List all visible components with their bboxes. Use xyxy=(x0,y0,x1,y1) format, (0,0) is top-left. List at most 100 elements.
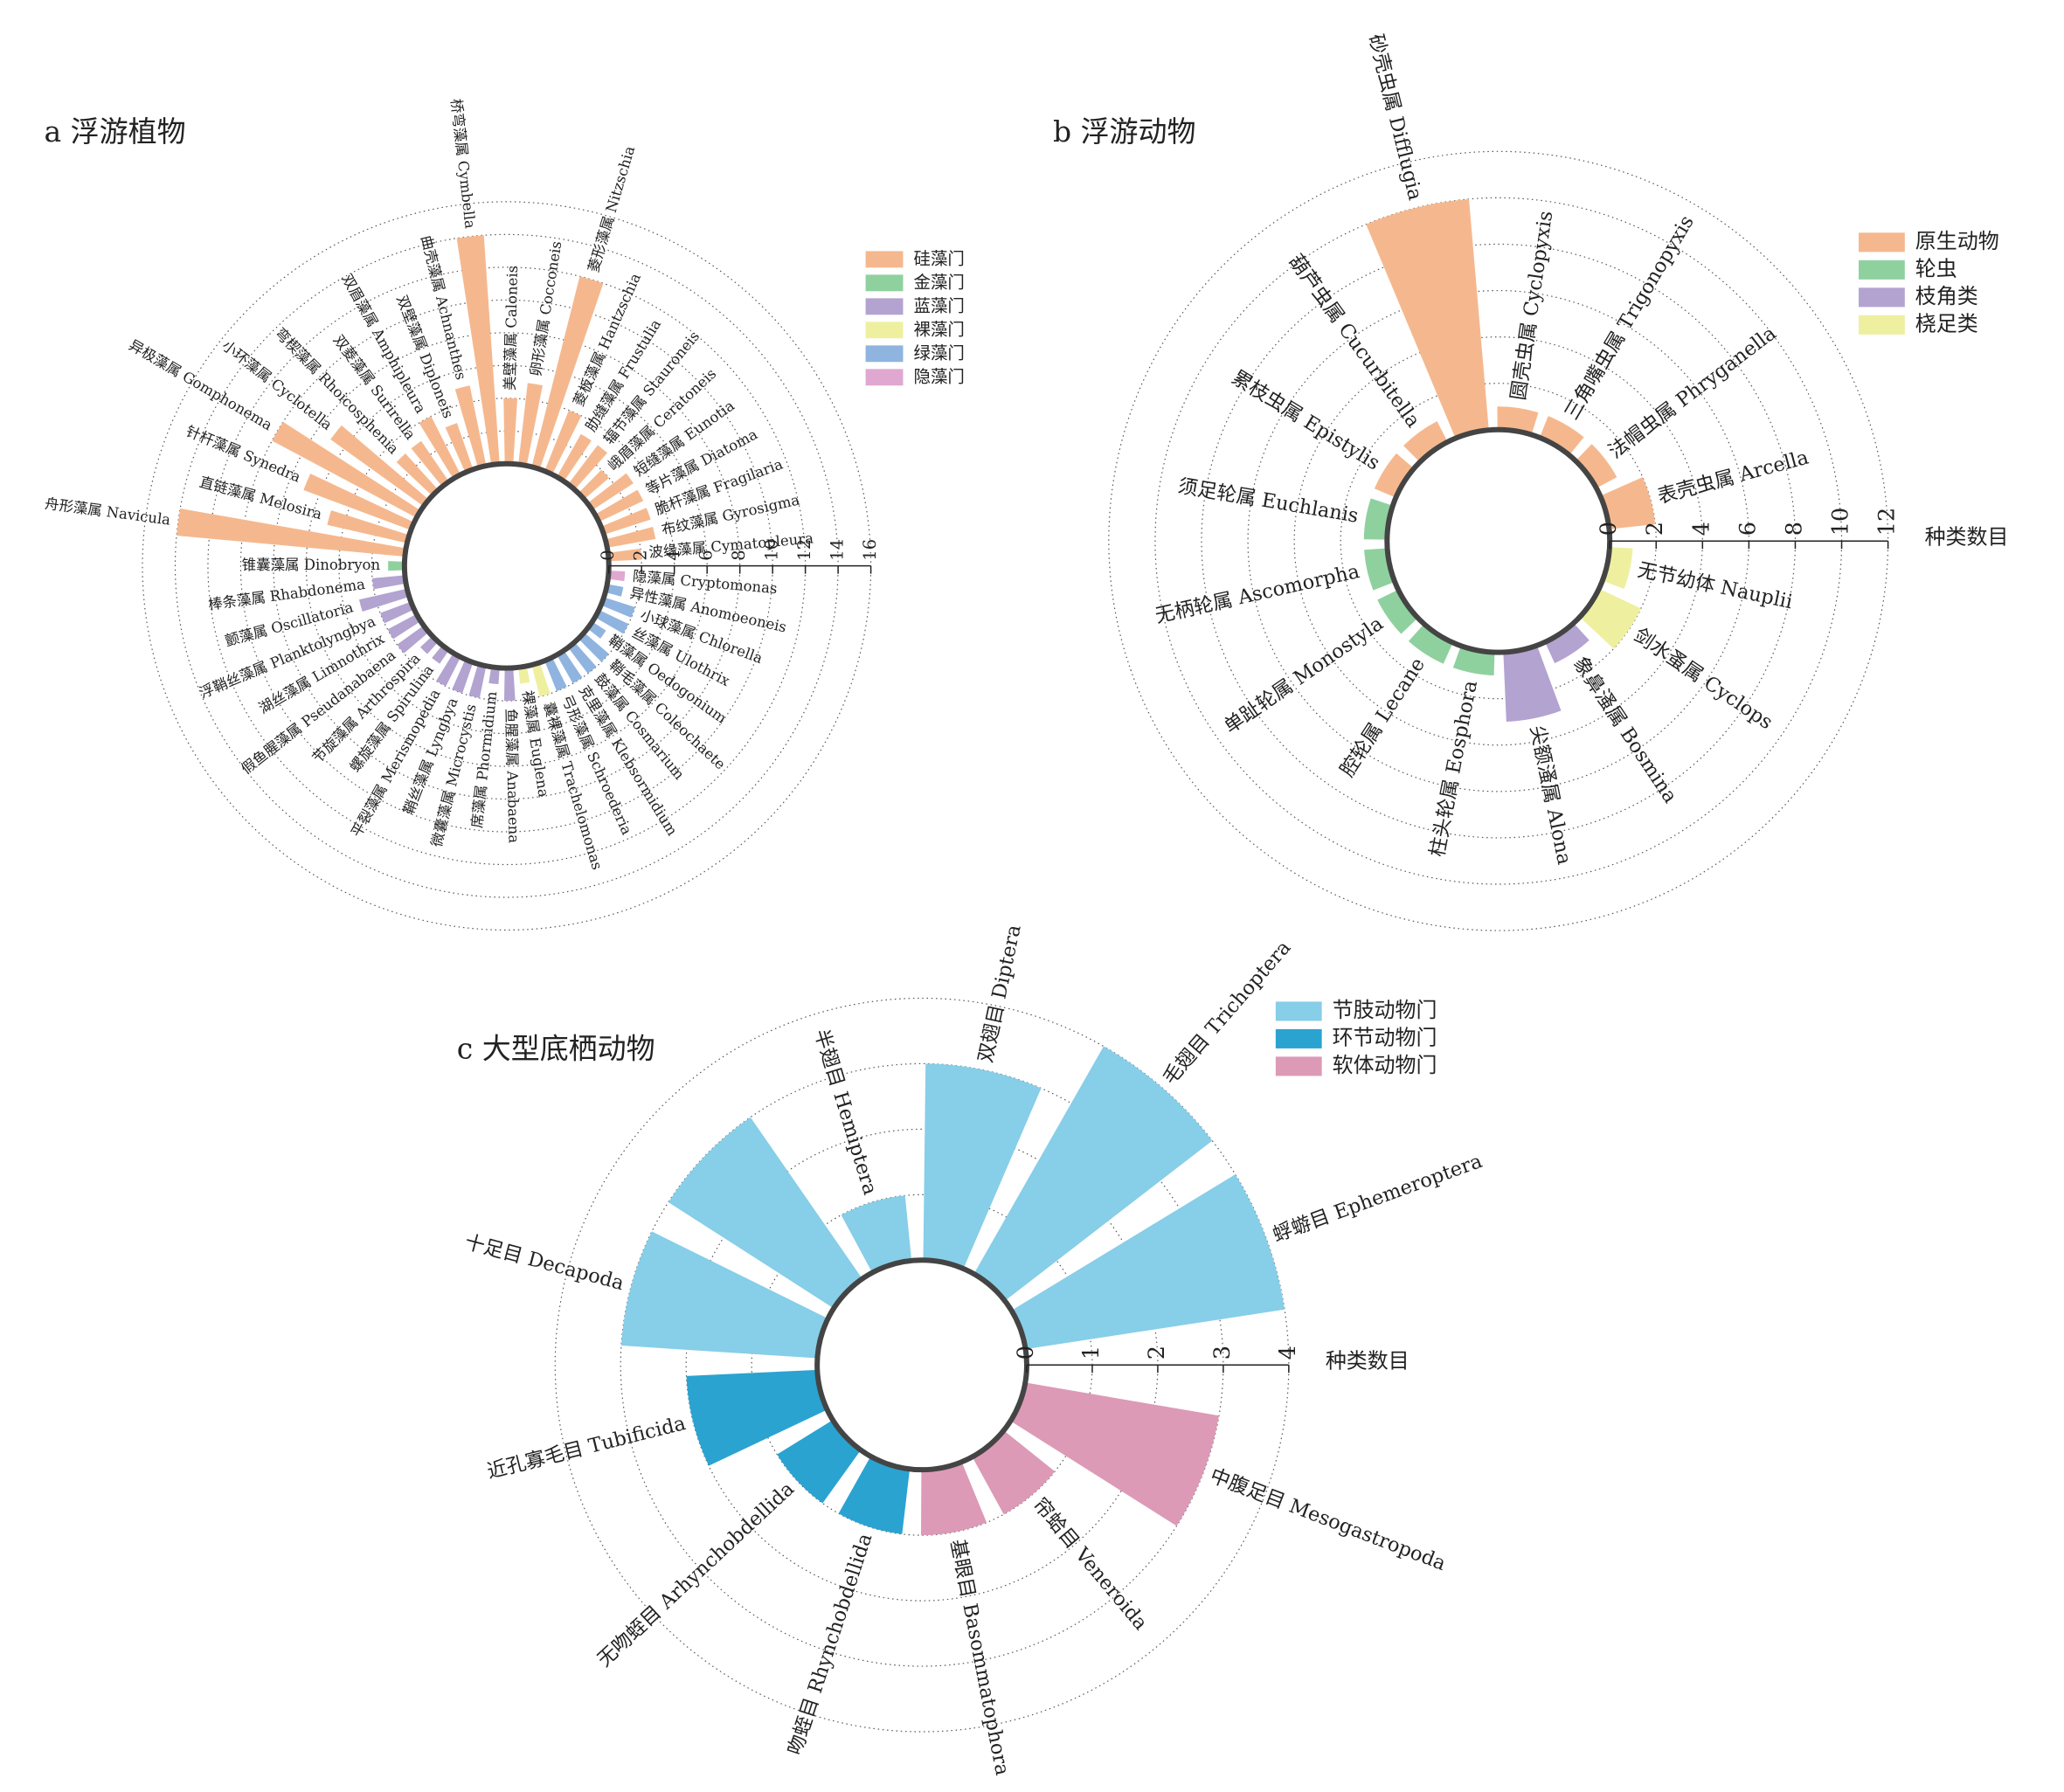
y-tick-label: 2 xyxy=(1642,522,1668,536)
bar xyxy=(587,473,634,510)
y-tick-label: 12 xyxy=(1874,508,1901,536)
legend-label: 节肢动物门 xyxy=(1333,998,1437,1022)
bar-label: 累枝虫属 Epistylis xyxy=(1228,366,1384,474)
bar xyxy=(330,425,429,507)
bar xyxy=(557,650,583,684)
bar xyxy=(468,663,487,698)
legend-swatch xyxy=(865,322,904,339)
bar xyxy=(1576,444,1617,488)
bar xyxy=(488,667,500,685)
bar xyxy=(396,453,439,496)
y-tick-label: 16 xyxy=(860,539,880,561)
bar-label: 基眼目 Basommatophora xyxy=(945,1538,1014,1778)
bar xyxy=(1010,1382,1219,1526)
bar-label: 无节幼体 Nauplii xyxy=(1636,558,1795,613)
bar xyxy=(372,575,406,590)
bar-label: 蜉蝣目 Ephemeroptera xyxy=(1270,1150,1485,1247)
bar xyxy=(1366,198,1489,439)
legend-label: 硅藻门 xyxy=(913,248,964,268)
bar-label: 吻蛭目 Rhynchobdellida xyxy=(784,1531,877,1758)
y-tick-label: 0 xyxy=(1013,1346,1039,1360)
bar-label: 腔轮属 Lecane xyxy=(1336,654,1430,780)
bar xyxy=(445,423,474,473)
bar xyxy=(557,433,592,481)
bar xyxy=(503,668,516,702)
legend-label: 绿藻门 xyxy=(913,342,964,363)
legend-swatch xyxy=(1275,1028,1322,1048)
bar-label: 十足目 Decapoda xyxy=(462,1231,627,1296)
axis-label: 种类数目 xyxy=(1326,1349,1409,1373)
bar-label: 菱形藻属 Nitzschia xyxy=(585,144,638,274)
bar xyxy=(600,597,635,618)
bar xyxy=(456,235,500,466)
bar xyxy=(972,1430,1056,1515)
bar xyxy=(380,601,414,624)
y-tick-label: 12 xyxy=(794,539,814,561)
legend-swatch xyxy=(1275,1001,1322,1021)
bar xyxy=(1600,477,1656,529)
bar xyxy=(605,526,656,548)
bar xyxy=(1403,421,1448,462)
bar xyxy=(419,416,461,479)
bar xyxy=(578,632,609,662)
inner-circle xyxy=(1384,426,1613,655)
y-tick-label: 2 xyxy=(1144,1346,1170,1360)
bar-label: 近孔寡毛目 Tubificida xyxy=(485,1412,688,1484)
bar xyxy=(600,508,651,535)
y-tick-label: 1 xyxy=(1078,1346,1105,1360)
bar xyxy=(388,561,405,571)
y-tick-label: 14 xyxy=(828,539,848,561)
y-tick-label: 4 xyxy=(1275,1346,1301,1360)
legend-label: 桡足类 xyxy=(1915,311,1978,336)
legend-label: 隐藻门 xyxy=(913,366,964,386)
bar xyxy=(777,1420,862,1504)
bar xyxy=(531,276,604,470)
bar-label: 舟形藻属 Navicula xyxy=(44,495,171,529)
bar-label: 半翅目 Hemiptera xyxy=(809,1027,881,1198)
bar xyxy=(518,383,543,466)
bar xyxy=(594,609,629,634)
bar-label: 尖额溞属 Alona xyxy=(1526,723,1576,867)
chart-title: a 浮游植物 xyxy=(45,114,186,149)
bar xyxy=(358,588,410,612)
bar xyxy=(1377,589,1418,634)
bar xyxy=(272,421,421,518)
axis-label: 种类数目 xyxy=(1925,525,2009,550)
bar xyxy=(452,659,474,694)
bar xyxy=(605,584,624,597)
y-tick-label: 3 xyxy=(1209,1346,1236,1360)
bar-label: 卵形藻属 Cocconeis xyxy=(527,240,564,377)
legend-label: 环节动物门 xyxy=(1333,1025,1437,1049)
y-tick-label: 8 xyxy=(729,550,749,560)
bar-label: 法帽虫属 Phryganella xyxy=(1604,322,1781,463)
y-tick-label: 8 xyxy=(1781,522,1807,536)
bar-label: 象鼻溞属 Bosmina xyxy=(1569,653,1682,807)
bar xyxy=(1011,1174,1285,1350)
bar xyxy=(397,625,429,654)
bar-label: 中腹足目 Mesogastropoda xyxy=(1207,1464,1449,1575)
bar-label: 砂壳虫属 Difflugia xyxy=(1364,31,1427,202)
bar xyxy=(503,398,518,464)
bar-label: 桥弯藻属 Cymbella xyxy=(447,98,478,230)
bar-label: 美壁藻属 Caloneis xyxy=(502,266,521,391)
bar xyxy=(568,641,597,675)
legend-swatch xyxy=(1859,259,1905,280)
bar xyxy=(411,440,449,487)
legend-swatch xyxy=(1275,1056,1322,1076)
bar xyxy=(1374,453,1415,498)
bar-label: 锥囊藻属 Dinobryon xyxy=(242,557,381,573)
bar xyxy=(1579,588,1641,649)
bar xyxy=(921,1462,987,1536)
legend-label: 软体动物门 xyxy=(1333,1053,1437,1077)
bar xyxy=(544,410,582,475)
legend-swatch xyxy=(865,251,904,268)
y-tick-label: 10 xyxy=(1828,508,1854,536)
bar-label: 无吻蛭目 Arhynchobdellida xyxy=(593,1477,799,1671)
legend-label: 原生动物 xyxy=(1915,229,1999,253)
bar xyxy=(568,445,608,490)
bar-label: 异极藻属 Gomphonema xyxy=(126,336,275,433)
bar xyxy=(531,662,551,697)
bar xyxy=(607,571,626,582)
bar xyxy=(973,1046,1213,1301)
